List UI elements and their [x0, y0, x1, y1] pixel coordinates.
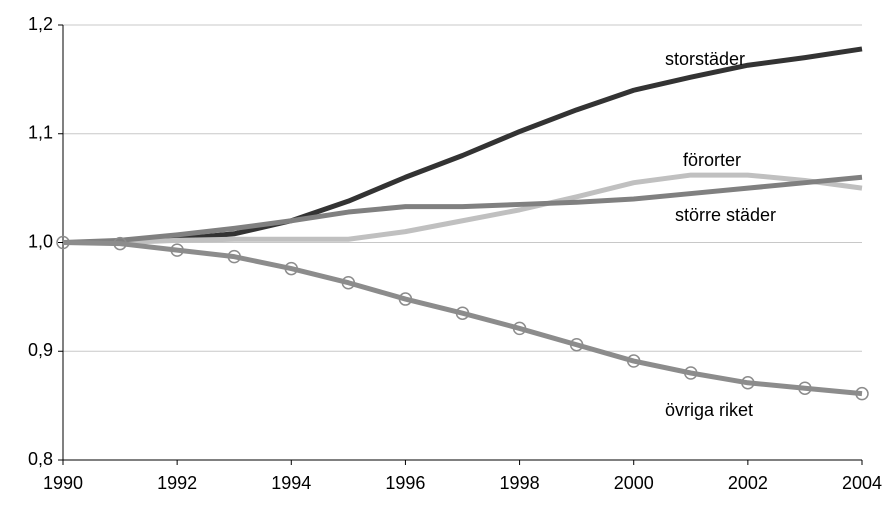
y-tick-label: 0,9	[28, 340, 53, 360]
series-line	[62, 174, 863, 245]
series-label: större städer	[675, 205, 776, 225]
marker	[56, 235, 70, 250]
series-label: förorter	[683, 150, 741, 170]
marker	[170, 243, 184, 257]
x-tick-label: 1994	[271, 473, 311, 493]
x-tick-label: 1998	[500, 473, 540, 493]
marker	[798, 381, 812, 395]
series-line	[63, 172, 863, 245]
series-label: storstäder	[665, 49, 745, 69]
x-tick-label: 1990	[43, 473, 83, 493]
marker	[341, 275, 356, 290]
x-tick-label: 1992	[157, 473, 197, 493]
marker	[284, 261, 299, 276]
x-tick-label: 2004	[842, 473, 882, 493]
marker	[626, 354, 641, 368]
marker	[455, 306, 470, 320]
marker	[113, 236, 127, 251]
marker	[741, 376, 755, 390]
y-tick-label: 1,0	[28, 231, 53, 251]
y-tick-label: 1,2	[28, 14, 53, 34]
marker	[398, 292, 413, 306]
marker	[855, 386, 869, 401]
x-tick-label: 1996	[385, 473, 425, 493]
marker	[227, 249, 241, 264]
x-tick-label: 2002	[728, 473, 768, 493]
y-tick-label: 1,1	[28, 123, 53, 143]
marker	[684, 366, 698, 380]
marker	[512, 321, 527, 336]
series-line	[63, 46, 863, 245]
series-label: övriga riket	[665, 400, 753, 420]
x-tick-label: 2000	[614, 473, 654, 493]
marker	[569, 337, 584, 352]
series-line	[62, 240, 863, 397]
y-tick-label: 0,8	[28, 449, 53, 469]
